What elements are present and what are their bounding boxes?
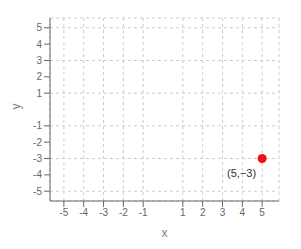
svg-text:4: 4 <box>240 207 246 218</box>
svg-text:3: 3 <box>36 55 42 66</box>
svg-text:-3: -3 <box>99 207 108 218</box>
svg-text:5: 5 <box>259 207 265 218</box>
svg-text:-4: -4 <box>33 169 42 180</box>
svg-text:2: 2 <box>36 71 42 82</box>
svg-text:-2: -2 <box>33 137 42 148</box>
svg-text:-5: -5 <box>59 207 68 218</box>
svg-text:1: 1 <box>180 207 186 218</box>
svg-text:4: 4 <box>36 39 42 50</box>
svg-text:-1: -1 <box>139 207 148 218</box>
svg-text:3: 3 <box>220 207 226 218</box>
svg-text:x: x <box>162 226 168 240</box>
svg-text:2: 2 <box>200 207 206 218</box>
svg-text:-2: -2 <box>119 207 128 218</box>
svg-text:5: 5 <box>36 22 42 33</box>
svg-text:-5: -5 <box>33 186 42 197</box>
svg-text:-4: -4 <box>79 207 88 218</box>
svg-text:-3: -3 <box>33 153 42 164</box>
svg-text:y: y <box>9 104 23 110</box>
svg-text:-1: -1 <box>33 120 42 131</box>
svg-text:(5,−3): (5,−3) <box>227 167 256 179</box>
svg-text:1: 1 <box>36 88 42 99</box>
